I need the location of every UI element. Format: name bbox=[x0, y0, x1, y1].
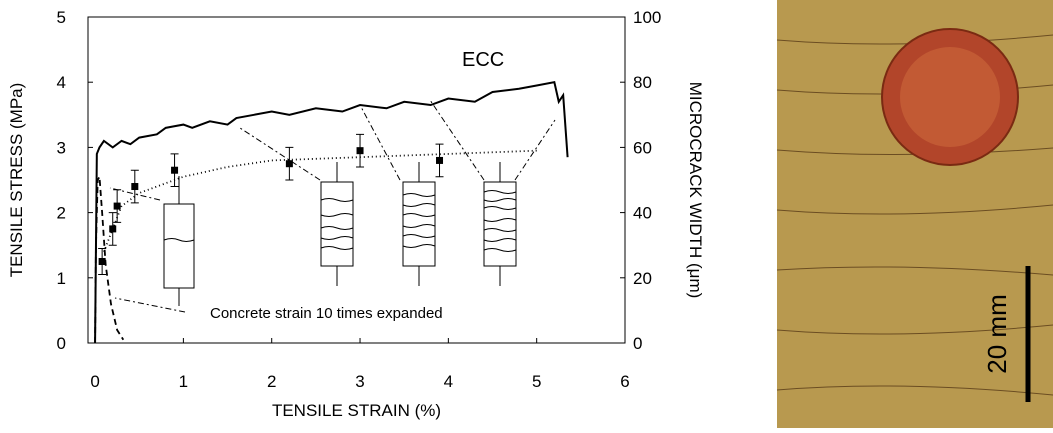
data-point bbox=[356, 147, 364, 155]
y-tick-label: 2 bbox=[57, 204, 66, 223]
y2-tick-label: 20 bbox=[633, 269, 652, 288]
x-tick-label: 1 bbox=[179, 372, 188, 391]
y-tick-label: 5 bbox=[57, 8, 66, 27]
y2-tick-label: 80 bbox=[633, 73, 652, 92]
y2-axis-title: MICROCRACK WIDTH (μm) bbox=[686, 82, 705, 299]
series-line bbox=[103, 149, 537, 253]
inset-arrow bbox=[178, 162, 501, 306]
y2-tick-label: 60 bbox=[633, 138, 652, 157]
specimen-insets bbox=[109, 99, 556, 313]
inset-box bbox=[483, 181, 517, 267]
x-tick-label: 2 bbox=[267, 372, 276, 391]
y-tick-label: 3 bbox=[57, 138, 66, 157]
y-tick-label: 4 bbox=[57, 73, 66, 92]
data-point bbox=[171, 166, 179, 174]
x-tick-label: 4 bbox=[444, 372, 453, 391]
inset-crack bbox=[163, 238, 195, 242]
y2-tick-label: 40 bbox=[633, 204, 652, 223]
inset-crack bbox=[483, 190, 517, 252]
data-point bbox=[109, 225, 117, 233]
y2-tick-label: 0 bbox=[633, 334, 642, 353]
y2-tick-label: 100 bbox=[633, 8, 661, 27]
photo: 20 mm bbox=[776, 0, 1053, 428]
series-line bbox=[94, 173, 125, 344]
y-tick-label: 1 bbox=[57, 269, 66, 288]
x-axis-title: TENSILE STRAIN (%) bbox=[272, 401, 441, 420]
inset-crack bbox=[402, 193, 436, 248]
x-tick-label: 5 bbox=[532, 372, 541, 391]
data-point bbox=[113, 202, 121, 210]
series-line bbox=[94, 81, 569, 344]
pointer bbox=[109, 99, 556, 313]
x-tick-label: 0 bbox=[90, 372, 99, 391]
penny-inner bbox=[900, 47, 1000, 147]
data-point bbox=[285, 160, 293, 168]
inset-crack bbox=[320, 198, 354, 250]
scale-label: 20 mm bbox=[982, 294, 1012, 373]
y-tick-label: 0 bbox=[57, 334, 66, 353]
plot-frame bbox=[87, 16, 626, 344]
inset-box bbox=[320, 181, 354, 267]
x-tick-label: 6 bbox=[620, 372, 629, 391]
y-axis-title: TENSILE STRESS (MPa) bbox=[7, 83, 26, 278]
data-point bbox=[436, 156, 444, 164]
data-point bbox=[131, 183, 139, 191]
x-tick-label: 3 bbox=[355, 372, 364, 391]
data-point bbox=[98, 258, 106, 265]
inset-box bbox=[163, 203, 195, 289]
annotation: Concrete strain 10 times expanded bbox=[210, 305, 443, 322]
series-label: ECC bbox=[462, 49, 504, 71]
